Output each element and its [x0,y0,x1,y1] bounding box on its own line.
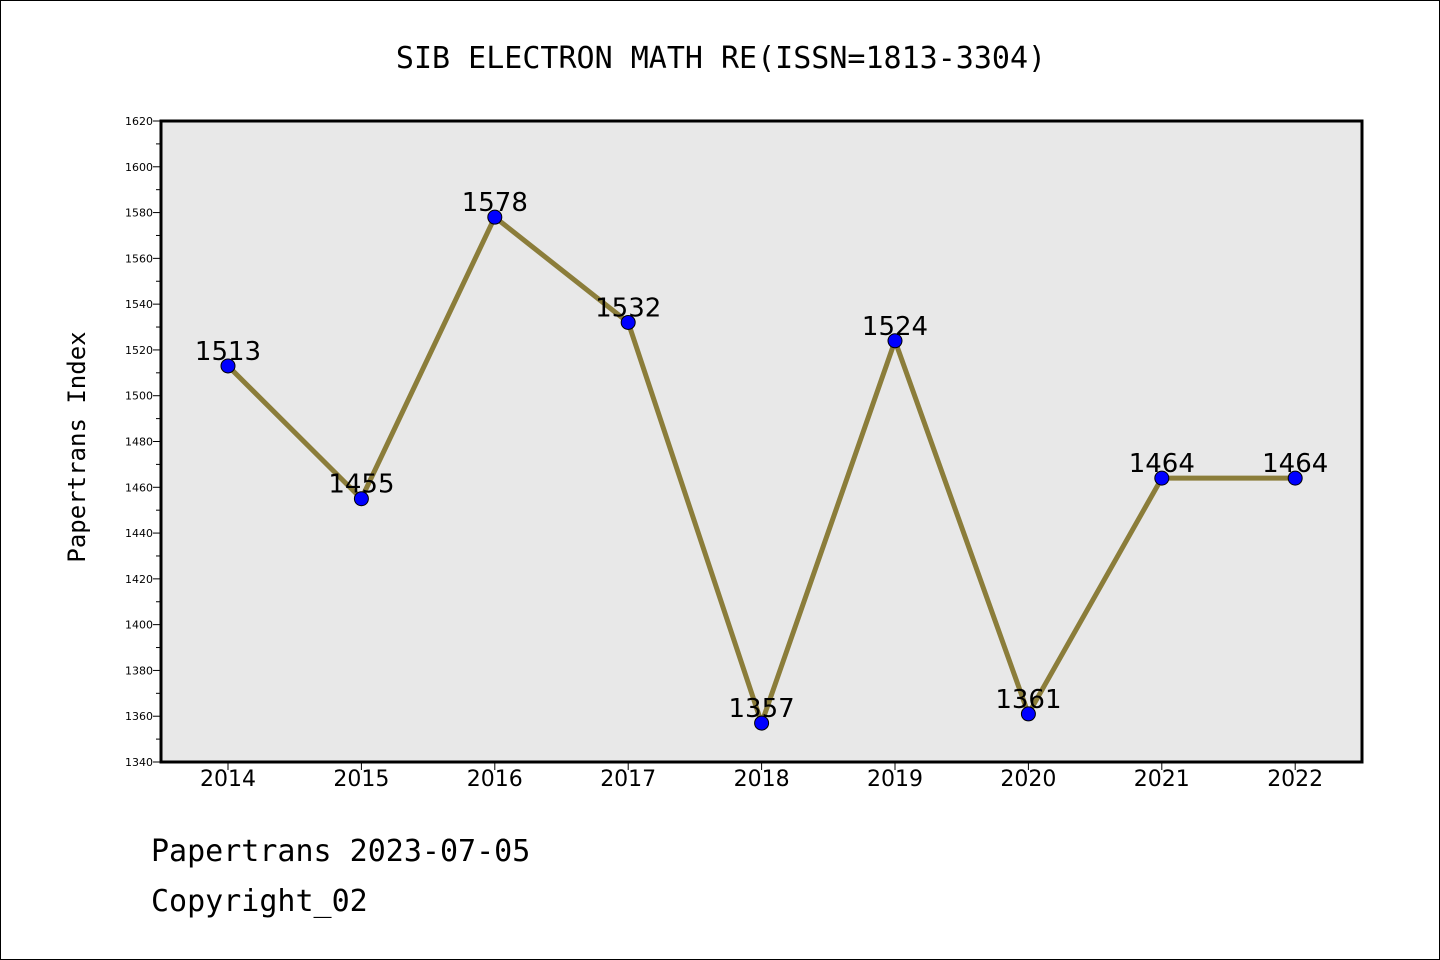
data-point [1154,470,1170,486]
data-label: 1464 [1129,449,1195,479]
x-tick-label: 2017 [600,767,656,792]
data-label: 1455 [328,470,394,500]
x-axis: 2014 2015 2016 2017 2018 2019 2020 2021 2022 [200,762,1323,792]
y-tick-label: 1340 [125,756,153,769]
data-label: 1361 [995,685,1061,715]
y-axis-label: Papertrans Index [63,331,91,562]
data-point [620,314,636,330]
chart-title: SIB ELECTRON MATH RE(ISSN=1813-3304) [396,41,1046,76]
y-tick-label: 1480 [125,436,153,449]
y-tick-label: 1600 [125,161,153,174]
x-tick-label: 2020 [1000,767,1056,792]
data-label: 1532 [595,293,661,323]
data-point [487,209,503,225]
data-label: 1513 [195,337,261,367]
y-tick-label: 1460 [125,481,153,494]
x-tick-label: 2018 [734,767,790,792]
y-tick-label: 1520 [125,344,153,357]
plot-area [159,119,1364,764]
x-tick-label: 2014 [200,767,256,792]
data-point [220,358,236,374]
y-tick-label: 1620 [125,115,153,128]
data-point [1287,470,1303,486]
markers [220,209,1303,731]
x-tick-label: 2021 [1134,767,1190,792]
y-tick-label: 1440 [125,527,153,540]
x-tick-label: 2015 [333,767,389,792]
y-axis: 1340 1360 1380 1400 1420 1440 1460 1480 1500 1520… [125,115,161,769]
y-tick-label: 1500 [125,390,153,403]
data-label: 1464 [1262,449,1328,479]
x-tick-label: 2016 [467,767,523,792]
data-point [1020,706,1036,722]
data-label: 1524 [862,312,928,342]
data-label: 1357 [729,694,795,724]
footer-date: Papertrans 2023-07-05 [151,834,531,869]
y-tick-label: 1540 [125,298,153,311]
data-labels: 1513 1455 1578 1532 1357 1524 1361 1464 1464 [195,188,1328,724]
y-tick-label: 1580 [125,207,153,220]
y-tick-label: 1400 [125,619,153,632]
y-tick-label: 1420 [125,573,153,586]
footer-copyright: Copyright_02 [151,884,368,919]
x-tick-label: 2019 [867,767,923,792]
y-tick-label: 1560 [125,252,153,265]
x-tick-label: 2022 [1267,767,1323,792]
data-point [887,333,903,349]
data-label: 1578 [462,188,528,218]
data-point [353,491,369,507]
data-point [754,715,770,731]
y-tick-label: 1360 [125,710,153,723]
y-tick-label: 1380 [125,664,153,677]
